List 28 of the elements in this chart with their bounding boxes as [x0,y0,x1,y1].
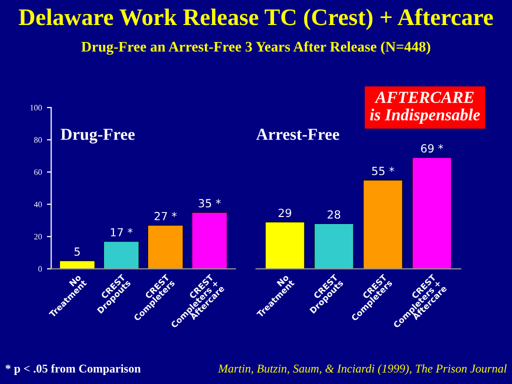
bar [362,180,403,269]
data-label: 27 * [154,212,177,220]
text: Martin, Butzin, Saum, & Inciardi (1999), The Prison Journal [218,364,507,375]
y-tick-label: 60 [34,169,42,176]
annotation: Arrest-Free [256,128,340,140]
bar [103,241,140,269]
data-label: 55 * [372,166,394,176]
annotation: Drug-Free [60,128,135,144]
chart-title: Delaware Work Release TC (Crest) + Aftercare [18,8,493,30]
bar [264,222,305,269]
data-label: 29 [278,208,292,218]
text: * p < .05 from Comparison [6,364,141,375]
data-label: 17 * [110,228,133,236]
annotation: AFTERCARE is Indispensable [370,92,480,124]
y-tick-label: 0 [38,266,42,272]
data-label: 69 * [421,144,444,153]
bar [412,157,452,269]
y-tick-label: 80 [34,137,42,143]
data-label: 28 [328,210,340,219]
y-tick-label: 20 [34,234,42,240]
y-tick-label: 40 [34,202,42,208]
y-tick-label: 100 [30,104,42,110]
bar [314,223,354,269]
chart-subtitle: Drug-Free an Arrest-Free 3 Years After Release (N=448) [81,41,430,55]
bar [192,212,228,269]
data-label: 35 * [198,199,221,208]
data-label: 5 [74,248,80,256]
bar [147,224,184,269]
